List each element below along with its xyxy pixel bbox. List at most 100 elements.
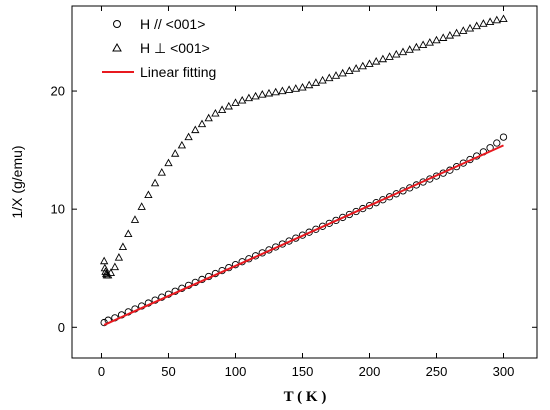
y-axis-title: 1/X (g/emu) [9, 145, 25, 218]
data-point-perpendicular [398, 47, 408, 56]
data-point-perpendicular [358, 61, 367, 70]
data-point-parallel [345, 210, 354, 219]
data-point-perpendicular [130, 215, 140, 223]
data-point-perpendicular [164, 158, 173, 167]
x-tick-label: 150 [292, 364, 314, 379]
data-point-perpendicular [264, 88, 274, 97]
data-point-parallel [452, 162, 461, 171]
x-tick-label: 250 [426, 364, 448, 379]
x-tick-label: 0 [98, 364, 105, 379]
data-point-perpendicular [432, 35, 441, 44]
data-point-perpendicular [479, 19, 488, 27]
legend-label-perpendicular: H ⊥ <001> [140, 40, 210, 56]
data-point-perpendicular [251, 91, 260, 100]
data-point-parallel [493, 139, 501, 147]
y-tick-label: 10 [51, 202, 65, 217]
data-point-perpendicular [197, 119, 207, 128]
data-point-parallel [332, 216, 340, 225]
data-point-perpendicular [318, 75, 327, 84]
data-point-perpendicular [137, 202, 146, 210]
x-tick-label: 50 [161, 364, 175, 379]
data-point-parallel [392, 190, 400, 198]
data-point-parallel [379, 196, 387, 204]
data-point-perpendicular [244, 93, 254, 102]
data-point-perpendicular [412, 42, 421, 51]
data-point-perpendicular [231, 98, 240, 106]
data-point-perpendicular [345, 66, 354, 75]
data-point-perpendicular [224, 101, 233, 110]
data-point-perpendicular [405, 45, 414, 53]
data-point-perpendicular [144, 190, 153, 199]
y-tick-label: 0 [58, 320, 65, 335]
data-point-perpendicular [459, 26, 468, 34]
data-point-perpendicular [106, 268, 116, 277]
series-marks [100, 14, 508, 327]
x-tick-label: 200 [359, 364, 381, 379]
legend-marker-triangle [112, 42, 122, 52]
data-point-parallel [359, 204, 367, 213]
data-point-perpendicular [305, 80, 314, 89]
x-axis-title: T ( K ) [284, 389, 327, 405]
data-point-perpendicular [157, 168, 166, 176]
data-point-parallel [399, 187, 407, 195]
data-point-perpendicular [258, 90, 267, 98]
data-point-perpendicular [271, 87, 280, 96]
data-point-perpendicular [499, 14, 508, 23]
data-point-perpendicular [472, 21, 481, 30]
data-point-perpendicular [378, 54, 388, 63]
data-point-perpendicular [485, 17, 495, 25]
x-tick-label: 300 [493, 364, 515, 379]
data-point-perpendicular [211, 108, 220, 117]
data-point-perpendicular [238, 95, 247, 104]
data-point-perpendicular [465, 23, 475, 32]
data-point-perpendicular [100, 256, 109, 265]
linear-fit-line [103, 144, 504, 326]
data-point-parallel [352, 207, 360, 216]
data-point-perpendicular [191, 125, 200, 134]
data-point-perpendicular [425, 38, 434, 46]
data-point-perpendicular [110, 262, 120, 271]
legend-label-fit: Linear fitting [140, 64, 216, 80]
data-point-perpendicular [204, 113, 213, 122]
data-point-perpendicular [184, 132, 193, 141]
plot-frame [71, 5, 538, 359]
legend-marker-circle [113, 20, 121, 28]
data-point-perpendicular [118, 242, 128, 251]
data-point-perpendicular [331, 71, 341, 79]
data-point-perpendicular [278, 86, 287, 95]
data-point-perpendicular [100, 263, 109, 272]
data-point-perpendicular [372, 56, 381, 65]
data-point-perpendicular [171, 149, 180, 157]
data-point-perpendicular [104, 270, 113, 279]
data-point-perpendicular [217, 105, 227, 113]
legend: H // <001> H ⊥ <001> Linear fitting [102, 16, 216, 80]
data-point-parallel [339, 213, 347, 222]
data-point-perpendicular [392, 49, 401, 58]
data-point-perpendicular [452, 28, 461, 37]
data-point-parallel [372, 199, 380, 207]
data-point-perpendicular [124, 229, 133, 238]
data-point-perpendicular [291, 84, 300, 92]
data-point-parallel [385, 193, 394, 201]
axis-ticks: 0 50 100 150 200 250 300 0 10 20 [51, 6, 537, 379]
data-point-parallel [365, 201, 374, 210]
x-tick-label: 100 [225, 364, 247, 379]
data-point-perpendicular [445, 30, 455, 39]
data-point-perpendicular [351, 64, 361, 72]
data-point-parallel [499, 133, 508, 141]
legend-label-parallel: H // <001> [140, 16, 205, 32]
data-point-perpendicular [385, 52, 394, 60]
data-point-perpendicular [150, 178, 160, 187]
data-point-perpendicular [439, 33, 448, 41]
data-point-perpendicular [311, 78, 321, 86]
data-point-perpendicular [325, 73, 334, 82]
data-point-perpendicular [338, 68, 347, 77]
data-point-perpendicular [284, 85, 294, 93]
data-point-perpendicular [298, 82, 307, 91]
data-point-perpendicular [365, 59, 374, 67]
data-point-perpendicular [114, 253, 124, 261]
data-point-perpendicular [492, 15, 501, 24]
data-point-perpendicular [418, 40, 428, 49]
y-tick-label: 20 [51, 84, 65, 99]
